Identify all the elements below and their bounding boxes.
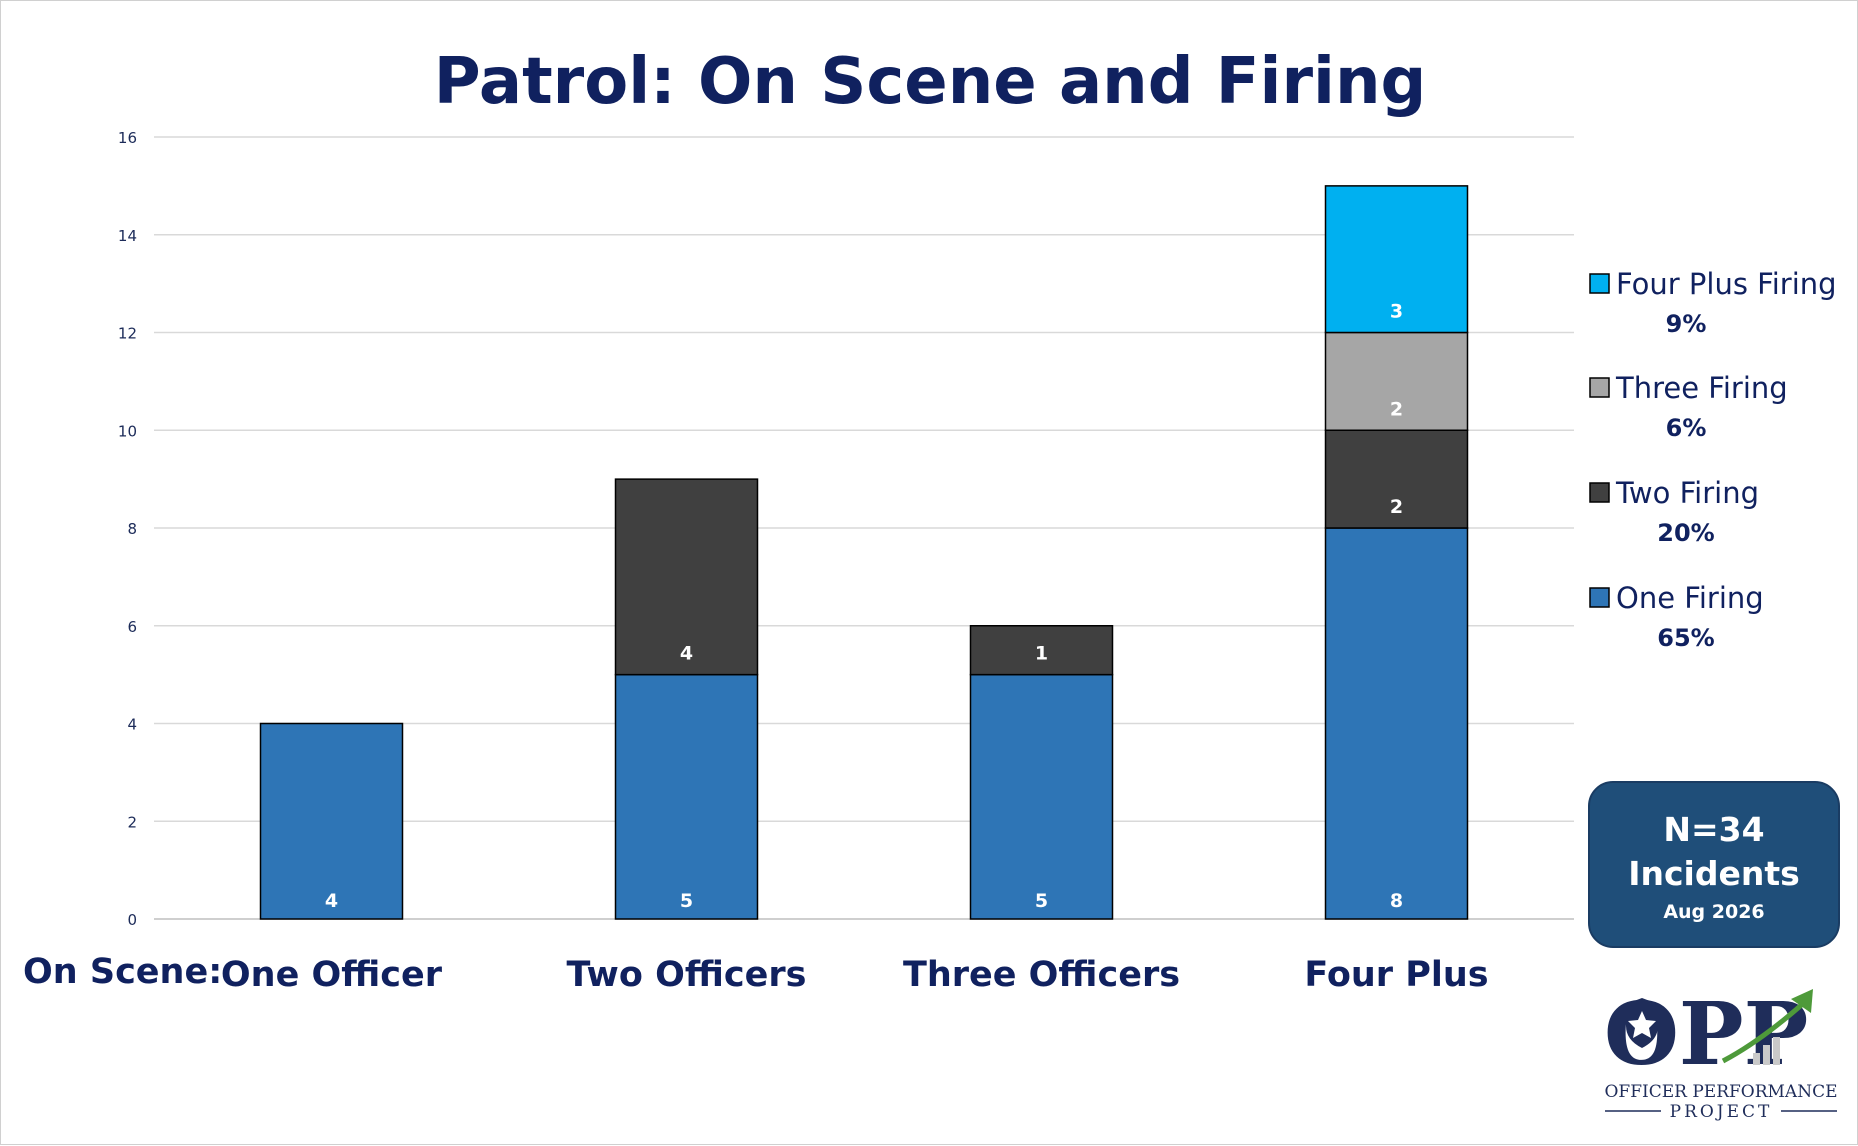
y-tick-label: 8 [127, 520, 137, 538]
data-label: 8 [1390, 890, 1403, 912]
y-tick-label: 6 [127, 618, 137, 636]
bar-segment [1324, 429, 1469, 529]
legend-entry-percent: 9% [1666, 310, 1707, 338]
y-tick-label: 4 [127, 716, 137, 734]
legend-entry-name: One Firing [1616, 581, 1764, 615]
y-tick-label: 2 [127, 813, 137, 831]
legend-entry-name: Two Firing [1615, 476, 1759, 510]
growth-arrow-icon [1721, 989, 1813, 1065]
data-label: 5 [1035, 890, 1048, 912]
y-tick-label: 12 [118, 325, 137, 343]
y-tick-label: 14 [118, 227, 137, 245]
legend-swatch [1589, 377, 1610, 398]
logo-line-2: PROJECT [1670, 1102, 1773, 1122]
data-label: 2 [1390, 398, 1403, 420]
bar-segment [969, 625, 1114, 676]
chart-title: Patrol: On Scene and Firing [434, 45, 1427, 119]
y-tick-label: 10 [118, 422, 137, 440]
summary-unit: Incidents [1628, 854, 1800, 893]
category-axis-label: On Scene: [23, 952, 222, 992]
category-label: Two Officers [567, 955, 807, 995]
bar-segment [259, 722, 404, 920]
legend: Four Plus Firing 9% Three Firing 6% Two Firi… [1589, 267, 1837, 652]
summary-box-background [1588, 781, 1840, 948]
y-tick-label: 16 [118, 129, 137, 147]
logo-line-1: OFFICER PERFORMANCE [1604, 1082, 1837, 1102]
data-label: 5 [680, 890, 693, 912]
opp-logo: OPP OFFICER PERFORMANCE PROJECT [1604, 984, 1838, 1122]
legend-entry-name: Three Firing [1615, 371, 1788, 405]
legend-entry-percent: 6% [1666, 414, 1707, 442]
bar-segment [1324, 185, 1469, 334]
legend-swatch [1589, 482, 1610, 503]
y-axis-ticks: 0 2 4 6 8 10 12 14 16 [118, 129, 137, 929]
summary-date: Aug 2026 [1663, 901, 1764, 923]
data-label: 3 [1390, 301, 1403, 323]
legend-entry-percent: 20% [1657, 519, 1714, 547]
data-label: 4 [325, 890, 338, 912]
bar-segment [969, 673, 1114, 920]
bar-segment [614, 673, 759, 920]
x-axis-categories: One Officer Two Officers Three Officers Fou… [221, 955, 1489, 995]
bar-segment [1324, 331, 1469, 431]
bar-segment [614, 478, 759, 676]
bar-segment [1324, 527, 1469, 920]
summary-box: N=34 Incidents Aug 2026 [1588, 781, 1840, 948]
bars: 4 5 4 5 1 8 2 2 3 [259, 185, 1469, 920]
legend-swatch [1589, 273, 1610, 294]
legend-swatch [1589, 587, 1610, 608]
summary-count: N=34 [1663, 810, 1764, 849]
data-label: 1 [1035, 643, 1048, 665]
y-tick-label: 0 [127, 911, 137, 929]
badge-icon [1626, 998, 1658, 1048]
category-label: Three Officers [903, 955, 1180, 995]
data-label: 2 [1390, 496, 1403, 518]
category-label: Four Plus [1304, 955, 1488, 995]
legend-entry-percent: 65% [1657, 624, 1714, 652]
data-label: 4 [680, 643, 693, 665]
legend-entry-name: Four Plus Firing [1616, 267, 1837, 301]
category-label: One Officer [221, 955, 443, 995]
